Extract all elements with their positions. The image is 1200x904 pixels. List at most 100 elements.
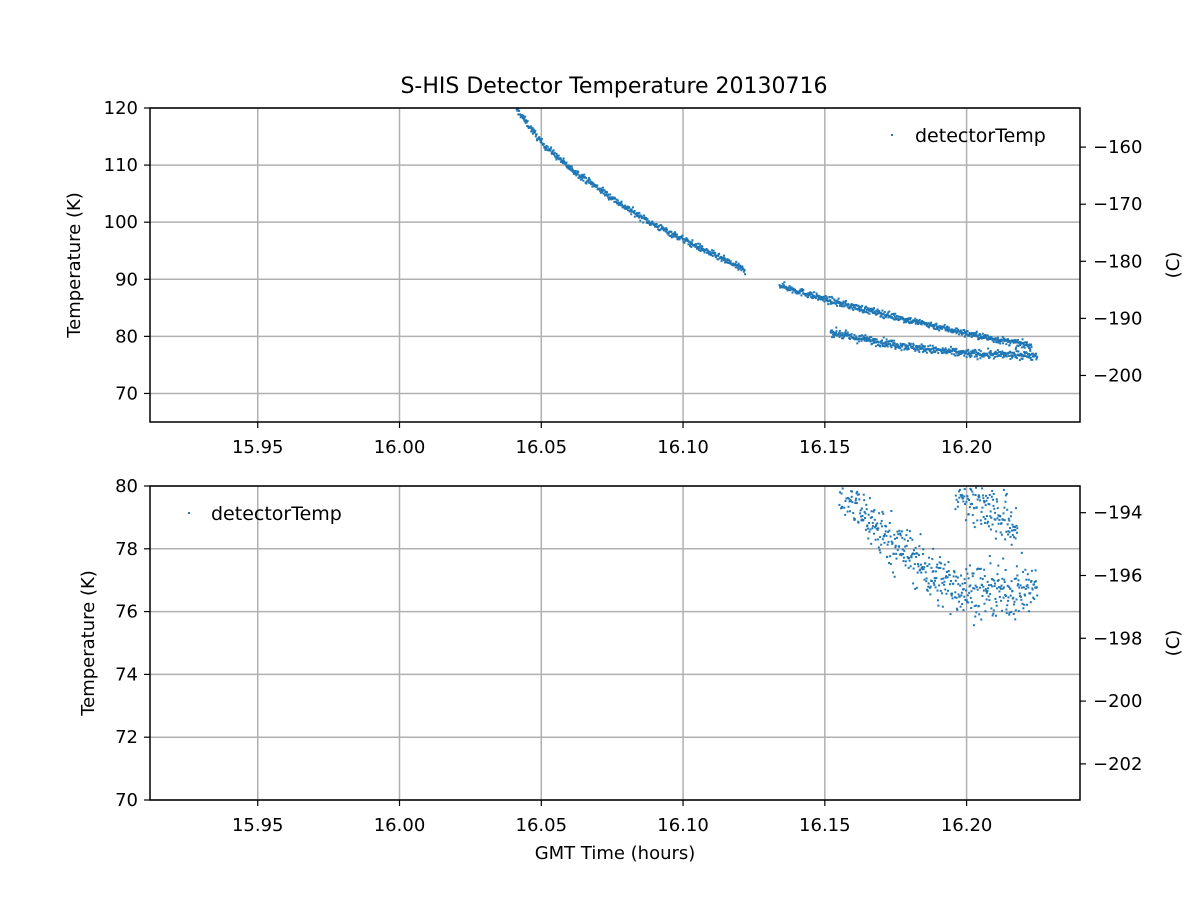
top-point-1499 — [955, 351, 958, 354]
bottom-point-363 — [990, 578, 993, 581]
top-point-616 — [799, 288, 802, 291]
top-point-672 — [822, 299, 825, 302]
top-point-1614 — [1002, 351, 1005, 354]
top-point-756 — [856, 304, 859, 307]
top-point-784 — [867, 307, 870, 310]
top-point-1287 — [870, 336, 873, 339]
top-point-1484 — [949, 345, 952, 348]
top-point-1375 — [905, 344, 908, 347]
top-point-177 — [587, 176, 590, 179]
top-point-556 — [741, 265, 744, 268]
top-point-832 — [887, 311, 890, 314]
top-point-109 — [560, 158, 563, 161]
bottom-point-216 — [931, 557, 934, 560]
bottom-point-113 — [889, 535, 892, 538]
top-point-1378 — [906, 345, 909, 348]
top-point-1557 — [979, 357, 982, 360]
top-point-1640 — [1012, 352, 1015, 355]
top-point-906 — [917, 323, 920, 326]
bottom-point-323 — [974, 584, 977, 587]
top-point-1054 — [977, 338, 980, 341]
top-point-1453 — [937, 352, 940, 355]
bottom-point-506 — [970, 502, 973, 505]
top-point-319 — [645, 216, 648, 219]
bottom-point-178 — [915, 586, 918, 589]
bottom-point-299 — [964, 589, 967, 592]
bottom-point-447 — [1024, 587, 1027, 590]
bottom-point-13 — [847, 505, 850, 508]
top-point-242 — [614, 197, 617, 200]
top-point-1334 — [889, 343, 892, 346]
bottom-legend-marker — [188, 512, 190, 514]
bottom-point-535 — [984, 518, 987, 521]
top-point-888 — [909, 317, 912, 320]
bottom-point-427 — [1016, 584, 1019, 587]
top-point-1425 — [925, 351, 928, 354]
bottom-point-38 — [859, 512, 862, 515]
bottom-point-260 — [948, 583, 951, 586]
top-point-839 — [890, 315, 893, 318]
top-point-1043 — [972, 332, 975, 335]
top-point-654 — [814, 297, 817, 300]
top-legend: detectorTemp — [891, 125, 1046, 147]
top-point-831 — [886, 313, 889, 316]
bottom-point-290 — [961, 602, 964, 605]
bottom-point-441 — [1022, 607, 1025, 610]
top-point-938 — [930, 321, 933, 324]
top-point-1153 — [1017, 338, 1020, 341]
top-point-845 — [892, 317, 895, 320]
bottom-point-37 — [858, 498, 861, 501]
bottom-x-axis-label: GMT Time (hours) — [535, 843, 696, 864]
top-point-952 — [935, 327, 938, 330]
bottom-point-110 — [888, 529, 891, 532]
bottom-point-566 — [996, 507, 999, 510]
top-point-1610 — [1000, 352, 1003, 355]
bottom-point-554 — [992, 498, 995, 501]
top-point-1407 — [918, 344, 921, 347]
top-point-1420 — [923, 345, 926, 348]
bottom-point-317 — [972, 587, 975, 590]
bottom-point-591 — [1007, 533, 1010, 536]
bottom-point-220 — [932, 581, 935, 584]
bottom-point-531 — [982, 515, 985, 518]
top-point-1556 — [979, 354, 982, 357]
top-point-359 — [661, 225, 664, 228]
bottom-point-412 — [1010, 580, 1013, 583]
bottom-point-188 — [919, 563, 922, 566]
top-point-1013 — [960, 330, 963, 333]
bottom-point-302 — [966, 600, 969, 603]
bottom-point-398 — [1005, 594, 1008, 597]
top-point-1023 — [964, 334, 967, 337]
top-point-149 — [576, 173, 579, 176]
top-point-1050 — [975, 332, 978, 335]
top-point-154 — [578, 174, 581, 177]
top-point-1364 — [901, 345, 904, 348]
bottom-point-253 — [946, 570, 949, 573]
bottom-point-22 — [851, 501, 854, 504]
top-point-277 — [628, 206, 631, 209]
bottom-point-221 — [933, 583, 936, 586]
top-point-39 — [531, 132, 534, 135]
bottom-point-372 — [994, 597, 997, 600]
top-point-1100 — [995, 338, 998, 341]
bottom-point-255 — [947, 589, 950, 592]
bottom-point-611 — [1015, 507, 1018, 510]
top-point-474 — [708, 253, 711, 256]
top-point-18 — [523, 117, 526, 120]
top-point-1657 — [1019, 352, 1022, 355]
top-point-1471 — [944, 347, 947, 350]
top-point-773 — [863, 310, 866, 313]
top-point-388 — [673, 232, 676, 235]
top-point-898 — [913, 320, 916, 323]
bottom-y-tick-label-3: 76 — [115, 602, 138, 623]
bottom-point-444 — [1023, 593, 1026, 596]
top-point-1114 — [1001, 339, 1004, 341]
top-point-1239 — [850, 333, 853, 336]
bottom-point-517 — [975, 506, 978, 509]
top-point-73 — [545, 144, 548, 147]
bottom-point-274 — [954, 579, 957, 582]
bottom-point-142 — [901, 536, 904, 539]
bottom-point-471 — [1034, 569, 1037, 572]
bottom-point-603 — [1011, 533, 1014, 536]
bottom-point-434 — [1019, 584, 1022, 587]
